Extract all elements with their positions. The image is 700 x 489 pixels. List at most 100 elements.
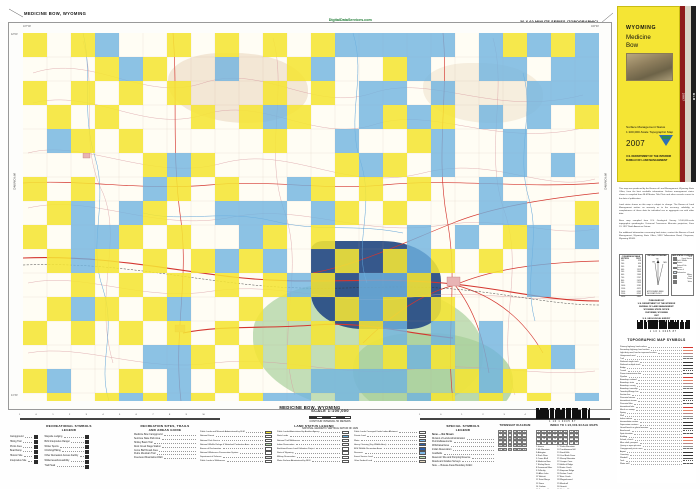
index-map-cell[interactable]: 11	[546, 433, 553, 437]
index-names-column-2: 17 Pedro Mountain 18 Troublesome Hill 19 S…	[557, 446, 575, 489]
index-map-cell[interactable]: 12	[552, 433, 558, 437]
land-parcel	[287, 105, 311, 129]
index-map-cell[interactable]: 19	[546, 437, 553, 441]
index-map-cell[interactable]: 4	[552, 429, 558, 434]
index-map-cell[interactable]: 22	[563, 437, 569, 441]
land-parcel	[431, 153, 455, 177]
map-panel[interactable]: 107°00' 106°00' 42°00' 41°30' WYOMING WY…	[8, 22, 612, 410]
topo-symbol-label: Boundary: county	[620, 385, 636, 387]
leader-dots	[374, 456, 417, 458]
conversion-meters: 1500	[621, 287, 626, 290]
land-status-label: National Wildlife Refuge & Waterfowl Pro…	[200, 443, 250, 446]
index-map-cell[interactable]: 28	[552, 441, 558, 445]
cover-department: U.S. DEPARTMENT OF THE INTERIOR BUREAU OF…	[626, 155, 672, 162]
land-parcel	[47, 129, 71, 153]
special-symbol-row: Division of Lands Administration	[432, 438, 494, 441]
index-map-name: 26 Dutton Creek	[557, 473, 573, 476]
township-section-cell: 20	[502, 440, 508, 444]
index-map-cell[interactable]: 16	[574, 433, 580, 437]
land-parcel	[95, 57, 119, 81]
spine-agency: BLM	[690, 6, 696, 182]
leader-dots	[466, 438, 494, 440]
index-map-cell[interactable]: 31	[568, 441, 574, 445]
legend-row-label: Wilderness/Accessibility	[44, 460, 70, 463]
barcode-bar	[685, 320, 688, 329]
index-map-cell[interactable]: 24	[574, 437, 580, 441]
colorkey-swatch	[673, 274, 677, 278]
scale-bar-main	[236, 414, 424, 419]
index-map-cell[interactable]: 9	[536, 433, 542, 437]
land-parcel	[167, 369, 191, 393]
barcode-bar	[662, 320, 663, 329]
index-map-cell[interactable]: 23	[568, 437, 574, 441]
leader-dots	[634, 404, 682, 405]
index-map-cell[interactable]: 6	[563, 429, 569, 434]
land-parcel	[239, 201, 263, 225]
land-parcel	[167, 321, 191, 345]
topo-symbol-label: Power transmission line	[620, 373, 642, 375]
topo-symbol-label: Airport	[620, 451, 626, 453]
ruler-segment	[420, 418, 442, 421]
index-map-name: 1 Hanna	[536, 446, 544, 449]
leader-dots	[157, 454, 196, 456]
township-section-cell: 33	[507, 447, 513, 452]
land-parcel	[455, 369, 479, 393]
index-map-cell[interactable]: 25	[536, 441, 542, 445]
legend-row: Campground	[10, 435, 38, 440]
index-map-cell[interactable]: 18	[541, 437, 547, 441]
topo-symbol-row: Section line	[620, 394, 693, 397]
conversion-feet: 9843	[636, 296, 641, 298]
symbol-glyph-icon	[85, 449, 90, 454]
leader-dots	[70, 461, 84, 463]
index-map-cell[interactable]: 14	[563, 433, 569, 437]
leader-dots	[312, 460, 340, 462]
index-map-cell[interactable]: 17	[536, 437, 542, 441]
barcode-bar	[562, 408, 564, 419]
land-parcel	[527, 33, 551, 57]
index-map-cell[interactable]: 2	[541, 429, 547, 434]
index-map-cell[interactable]: 1	[536, 429, 542, 434]
index-map-cell[interactable]: 8	[574, 429, 580, 434]
index-map-cell[interactable]: 10	[541, 433, 547, 437]
index-map-cell[interactable]: 20	[552, 437, 558, 441]
topo-symbol-label: Boundary: national	[620, 379, 637, 381]
land-parcel	[383, 105, 407, 129]
conversion-meters: 2000	[621, 290, 626, 293]
land-status-label: Other Federal Land	[354, 459, 373, 462]
index-map-cell[interactable]: 32	[574, 441, 580, 445]
land-parcel	[263, 81, 287, 105]
index-map-cell[interactable]: 30	[563, 441, 569, 445]
symbol-glyph-icon	[33, 454, 38, 459]
index-map-cell[interactable]: 26	[541, 441, 547, 445]
legend-township-diagram: TOWNSHIP DIAGRAM 6 5 4 3 2 1 7 8 9 10 11 12 18 17 16 15…	[498, 424, 532, 452]
index-map-cell[interactable]: 7	[568, 429, 574, 434]
ruler-segment	[504, 418, 526, 421]
topo-symbol-sample-icon	[683, 460, 693, 463]
land-parcel	[71, 297, 95, 321]
legend-row-label: Wayside Lodging	[44, 435, 63, 438]
index-map-cell[interactable]: 15	[568, 433, 574, 437]
map-image-area[interactable]	[23, 33, 599, 401]
topo-symbol-label: Railroad: multiple track	[620, 364, 641, 366]
land-parcel	[263, 105, 287, 129]
land-status-label: State Lands	[277, 435, 289, 438]
topo-symbol-sample-icon	[683, 386, 693, 387]
land-parcel	[527, 225, 551, 249]
index-map-cell[interactable]: 13	[557, 433, 563, 437]
legend-row: Historic Site	[10, 454, 38, 459]
recreation-site-row: Freezeout Mountains ACEC	[134, 457, 196, 460]
index-map-cell[interactable]: 29	[557, 441, 563, 445]
leader-dots	[316, 448, 340, 450]
recreation-site-row: Shirley Basin Trail	[134, 442, 196, 445]
land-parcel	[71, 81, 95, 105]
title-leader-line	[8, 8, 24, 18]
index-map-cell[interactable]: 5	[557, 429, 563, 434]
topo-symbol-label: Intermittent lake	[620, 406, 635, 408]
index-map-cell[interactable]: 21	[557, 437, 563, 441]
index-map-cell[interactable]: 3	[546, 429, 553, 434]
barcode-bar	[547, 408, 548, 419]
index-map-cell[interactable]: 27	[546, 441, 553, 445]
leader-dots	[627, 413, 682, 414]
township-section-cell: 36	[522, 447, 527, 452]
special-symbol-label: Division of Lands Administration	[432, 437, 465, 440]
